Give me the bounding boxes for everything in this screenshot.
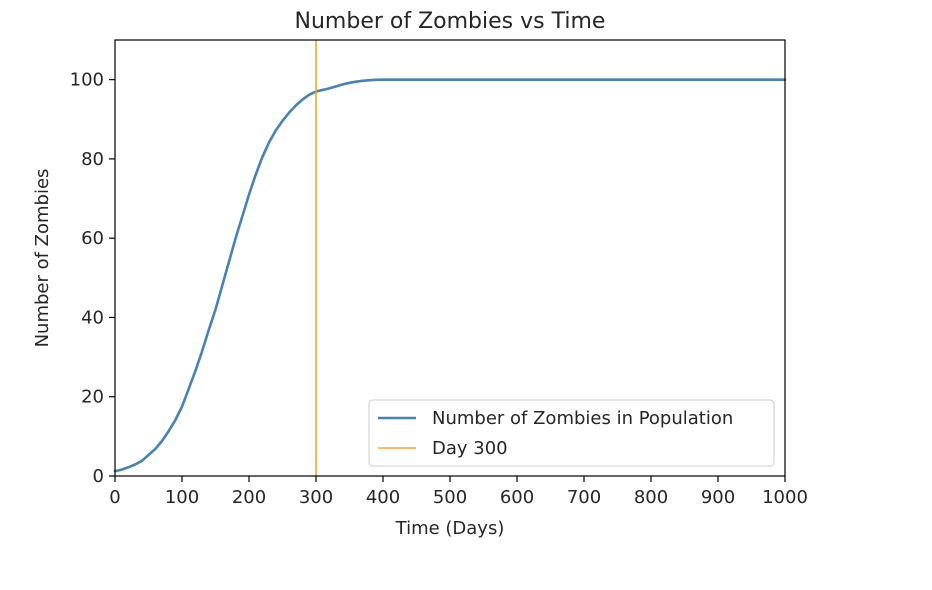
x-tick-label: 400	[366, 487, 400, 508]
plot-area	[113, 40, 787, 476]
y-tick-label: 80	[81, 149, 104, 170]
x-tick-label: 100	[165, 487, 199, 508]
y-tick-label: 0	[93, 466, 104, 487]
x-tick-label: 300	[299, 487, 333, 508]
x-tick-label: 900	[701, 487, 735, 508]
x-tick-label: 600	[500, 487, 534, 508]
x-tick-label: 800	[634, 487, 668, 508]
x-tick-label: 500	[433, 487, 467, 508]
legend: Number of Zombies in Population Day 300	[368, 399, 775, 467]
axes: 0 100 200 300 400 500 600 700 800 900 1000 0 20 40 60 8…	[70, 39, 808, 508]
chart-title: Number of Zombies vs Time	[295, 9, 606, 34]
y-tick-label: 40	[81, 307, 104, 328]
legend-box	[368, 399, 775, 467]
legend-label: Day 300	[432, 438, 508, 459]
x-tick-label: 700	[567, 487, 601, 508]
x-tick-label: 200	[232, 487, 266, 508]
y-axis-label: Number of Zombies	[32, 169, 53, 348]
zombies-series-line	[113, 78, 787, 473]
legend-label: Number of Zombies in Population	[432, 408, 733, 429]
y-tick-label: 20	[81, 387, 104, 408]
x-tick-label: 0	[109, 487, 120, 508]
y-tick-label: 100	[70, 70, 104, 91]
x-tick-label: 1000	[762, 487, 808, 508]
y-tick-label: 60	[81, 228, 104, 249]
x-axis-label: Time (Days)	[395, 518, 505, 539]
